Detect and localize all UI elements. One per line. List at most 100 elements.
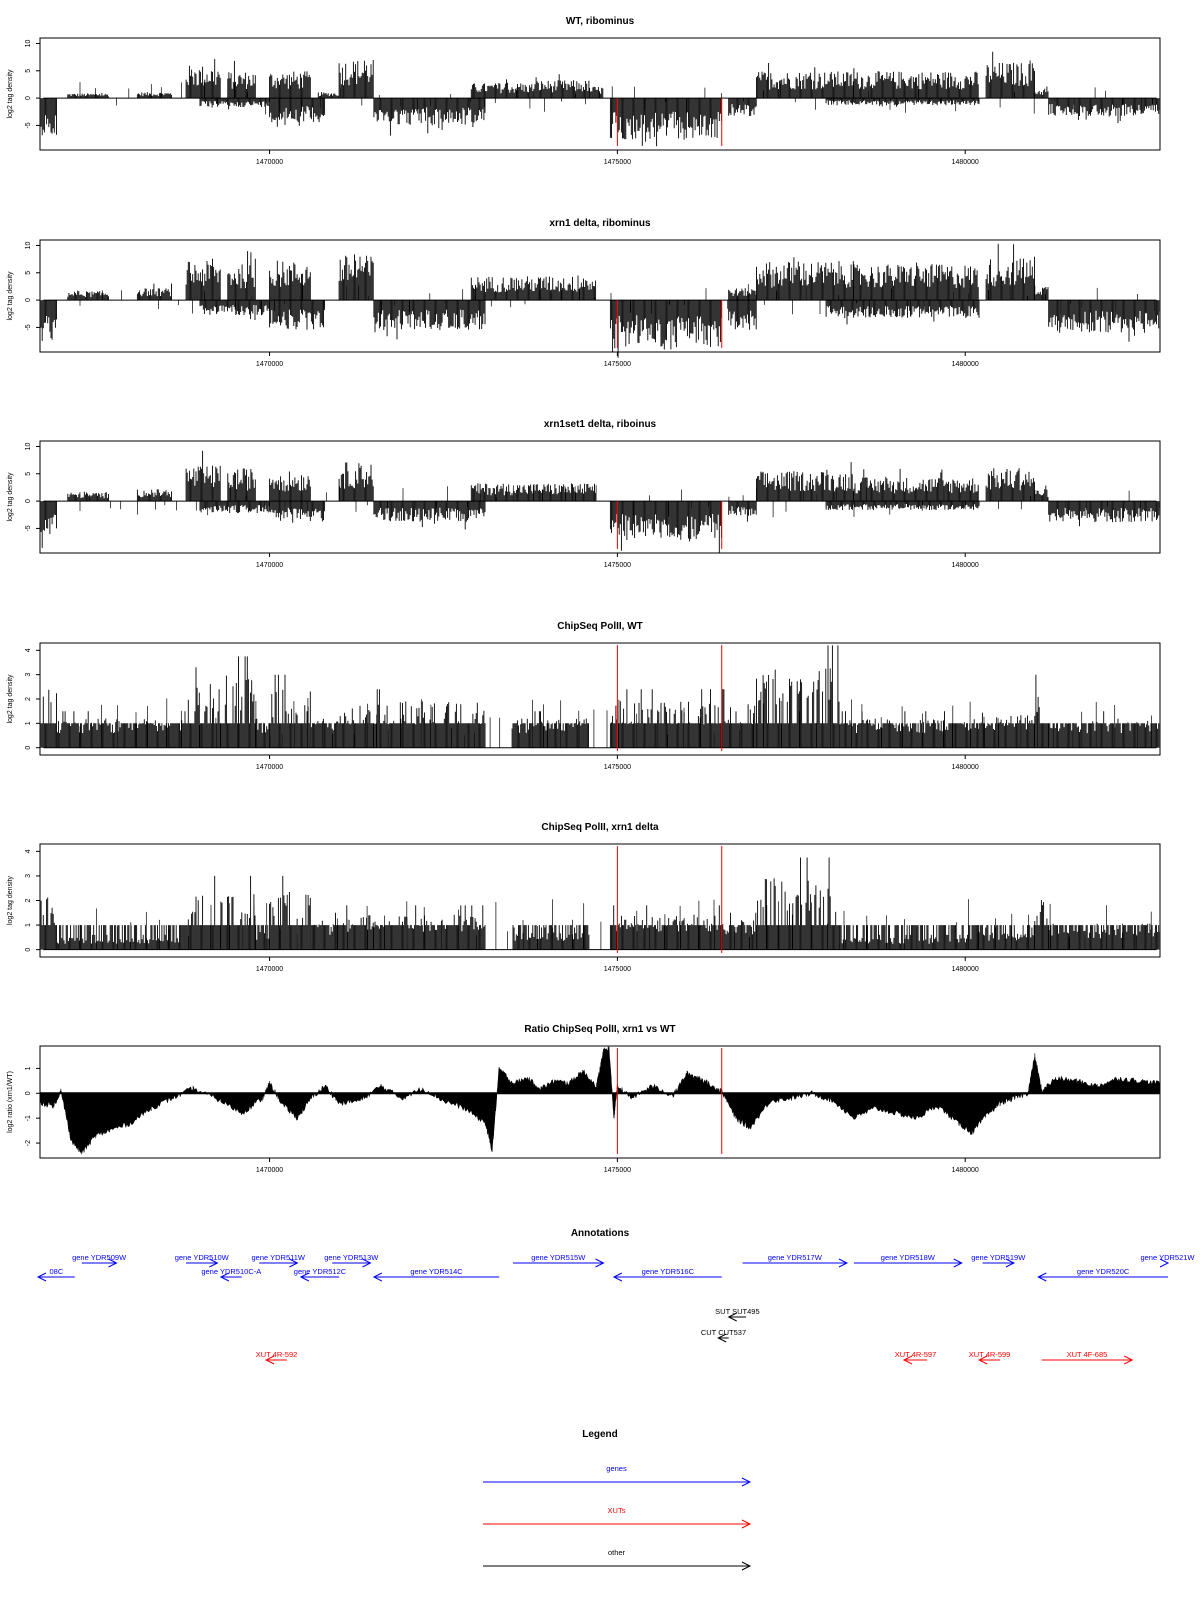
signal-block [269, 71, 311, 99]
signal-block [547, 718, 589, 748]
arrowhead-right-icon [741, 1561, 752, 1571]
arrowhead-right-icon [209, 1258, 219, 1268]
signal-block [853, 468, 979, 502]
annotation-feature: gene YDR513W [324, 1253, 379, 1268]
signal-block [220, 656, 256, 748]
signal-block [373, 300, 486, 340]
signal-block [825, 300, 980, 325]
arrowhead-left-icon [299, 1272, 310, 1282]
y-axis-label: log2 ratio (xrn1/WT) [7, 1071, 14, 1133]
arrowhead-right-icon [838, 1258, 849, 1268]
signal-block [373, 905, 486, 950]
signal-block [227, 60, 256, 99]
arrowhead-left-icon [727, 1312, 737, 1322]
y-tick-label: 1 [25, 721, 32, 725]
signal-block [269, 674, 311, 748]
y-tick-label: 0 [25, 948, 32, 952]
feature-label: gene YDR512C [294, 1267, 347, 1276]
x-tick-label: 1475000 [604, 966, 631, 973]
signal-block [825, 501, 980, 510]
signal-block [255, 718, 270, 748]
feature-label: CUT CUT537 [701, 1328, 746, 1337]
feature-label: XUT 4R-592 [256, 1350, 298, 1359]
signal-block [67, 92, 109, 99]
signal-block [185, 875, 221, 950]
panel-title: WT, ribominus [566, 16, 635, 27]
y-tick-label: 10 [25, 442, 32, 450]
annotation-feature: gene YDR517W [742, 1253, 849, 1268]
x-tick-label: 1470000 [256, 764, 283, 771]
arrowhead-right-icon [741, 1477, 752, 1487]
x-tick-label: 1480000 [952, 361, 979, 368]
signal-block [269, 300, 326, 330]
signal-block [39, 689, 57, 748]
data-marks [39, 857, 1161, 951]
annotation-feature: gene YDR520C [1037, 1267, 1168, 1282]
signal-block [39, 897, 57, 950]
signal-block [1034, 86, 1049, 99]
x-tick-label: 1470000 [256, 361, 283, 368]
signal-block [199, 501, 270, 513]
feature-label: gene YDR516C [642, 1267, 695, 1276]
x-tick-label: 1470000 [256, 966, 283, 973]
annotation-feature: gene YDR509W [72, 1253, 127, 1268]
arrowhead-right-icon [1123, 1355, 1134, 1365]
x-tick-label: 1470000 [256, 562, 283, 569]
panel-3: xrn1set1 delta, riboinus 10 5 0 -5 log2 tag d… [7, 419, 1161, 569]
signal-block [227, 251, 256, 301]
arrowhead-left-icon [717, 1333, 727, 1343]
y-tick-label: 0 [25, 746, 32, 750]
signal-block [136, 92, 172, 99]
panel-title: ChipSeq PolII, WT [557, 621, 643, 632]
y-tick-label: 1 [25, 923, 32, 927]
signal-block [269, 98, 326, 127]
y-tick-label: 5 [25, 472, 32, 476]
feature-label: gene YDR509W [72, 1253, 127, 1262]
y-axis-label: log2 tag density [7, 875, 14, 925]
y-tick-label: 3 [25, 874, 32, 878]
annotation-feature: gene YDR510W [175, 1253, 230, 1268]
arrowhead-right-icon [741, 1519, 752, 1529]
signal-block [56, 925, 186, 950]
annotation-feature: gene YDR518W [853, 1253, 963, 1268]
y-axis-label: log2 tag density [7, 674, 14, 724]
feature-label: gene YDR510C-A [201, 1267, 261, 1276]
arrowhead-left-icon [372, 1272, 383, 1282]
legend-item-label: genes [606, 1464, 627, 1473]
arrowhead-right-icon [1159, 1258, 1170, 1268]
signal-block [728, 300, 757, 330]
panel-5: ChipSeq PolII, xrn1 delta 0 1 2 3 4 log2 tag d… [7, 822, 1161, 973]
y-tick-label: 2 [25, 898, 32, 902]
signal-block [589, 86, 604, 99]
signal-sparse [79, 283, 1155, 316]
feature-label: gene YDR511W [252, 1253, 306, 1262]
y-tick-label: 4 [25, 849, 32, 853]
annotation-feature: XUT 4R-597 [895, 1350, 937, 1365]
annotation-feature: XUT 4F-685 [1041, 1350, 1134, 1365]
feature-label: gene YDR520C [1077, 1267, 1130, 1276]
arrowhead-left-icon [219, 1272, 230, 1282]
signal-block [609, 689, 722, 748]
signal-block [533, 74, 590, 99]
arrowhead-right-icon [108, 1258, 118, 1268]
feature-label: gene YDR521W [1140, 1253, 1195, 1262]
legend-item-label: XUTs [608, 1506, 626, 1515]
signal-block [756, 462, 854, 502]
feature-label: XUT 4R-597 [895, 1350, 937, 1359]
legend-item: XUTs [483, 1506, 752, 1529]
y-tick-label: -5 [25, 324, 32, 330]
arrowhead-left-icon [902, 1355, 913, 1365]
y-tick-label: 2 [25, 697, 32, 701]
annotation-feature: gene YDR515W [513, 1253, 605, 1268]
signal-block [728, 501, 757, 522]
signal-block [825, 98, 980, 107]
data-marks [39, 51, 1161, 147]
panel-1: WT, ribominus 10 5 0 -5 log2 tag density 14700… [7, 16, 1161, 166]
y-tick-label: 0 [25, 298, 32, 302]
signal-block [373, 689, 486, 748]
signal-block [373, 501, 486, 530]
signal-block [39, 501, 57, 548]
signal-block [199, 300, 270, 320]
annotation-feature: SUT SUT495 [715, 1307, 760, 1322]
panel-6: Ratio ChipSeq PolII, xrn1 vs WT 1 0 -1 -2 log… [7, 1024, 1161, 1174]
